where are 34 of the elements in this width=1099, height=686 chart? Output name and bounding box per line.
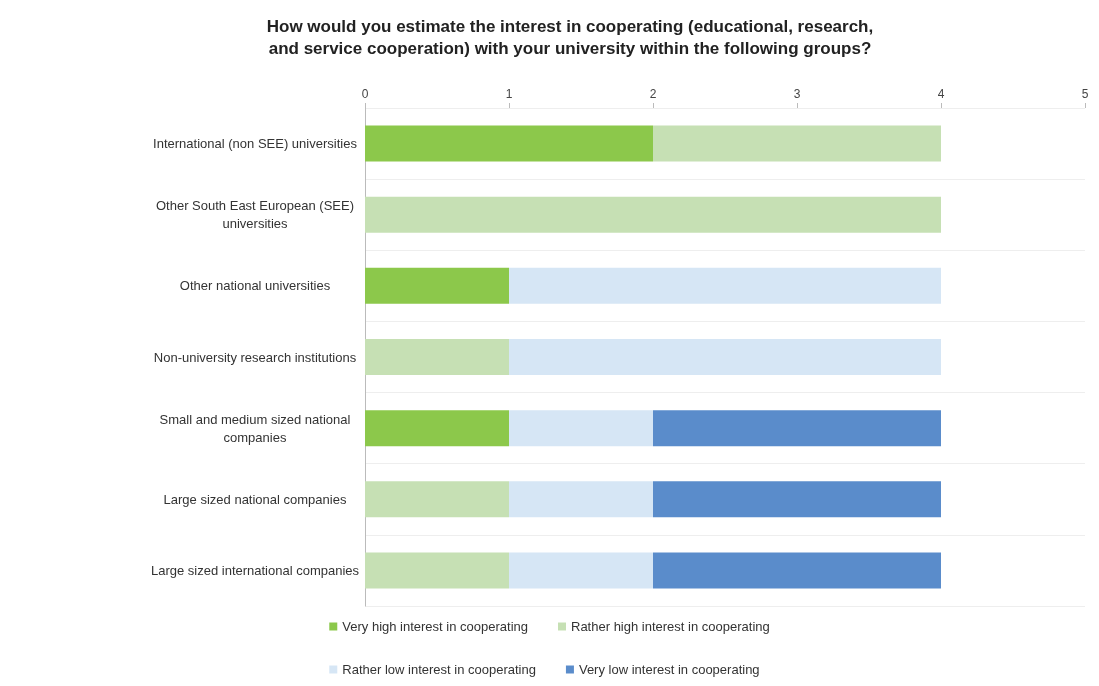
legend-label: Rather high interest in cooperating	[571, 619, 770, 634]
x-tick-label: 1	[505, 87, 513, 101]
x-tick-label: 0	[361, 87, 369, 101]
legend-label: Very high interest in cooperating	[342, 619, 529, 634]
x-tick-label: 4	[937, 87, 945, 101]
bar	[509, 410, 653, 447]
legend-label: Very low interest in cooperating	[578, 662, 760, 677]
y-tick-label: Large sized national companies	[163, 491, 347, 507]
bar	[365, 196, 941, 233]
bar	[509, 267, 941, 304]
bar	[365, 339, 509, 375]
bar	[653, 552, 941, 589]
bar	[365, 552, 509, 589]
bar	[365, 481, 509, 518]
bar	[509, 552, 653, 589]
y-tick-label: Small and medium sized national companies	[159, 411, 351, 445]
x-tick-label: 5	[1081, 87, 1089, 101]
bar	[653, 410, 941, 447]
bar	[365, 410, 509, 447]
chart-title: How would you estimate the interest in cooperating (educational, research, and service cooperation) with your university within the following groups?	[266, 16, 874, 58]
y-tick-label: Large sized international companies	[150, 562, 360, 578]
y-tick-label: International (non SEE) universities	[153, 136, 358, 152]
bar	[653, 481, 941, 518]
x-tick-label: 2	[649, 87, 657, 101]
bar	[653, 125, 941, 162]
bar	[365, 125, 653, 162]
legend-label: Rather low interest in cooperating	[342, 662, 536, 677]
bar	[509, 481, 653, 518]
y-tick-label: Non-university research institutions	[153, 349, 357, 365]
x-tick-label: 3	[793, 87, 801, 101]
y-tick-label: Other national universities	[179, 278, 331, 294]
bar	[365, 267, 509, 304]
y-tick-label: Other South East European (SEE) universities	[156, 198, 354, 232]
bar	[509, 339, 941, 375]
